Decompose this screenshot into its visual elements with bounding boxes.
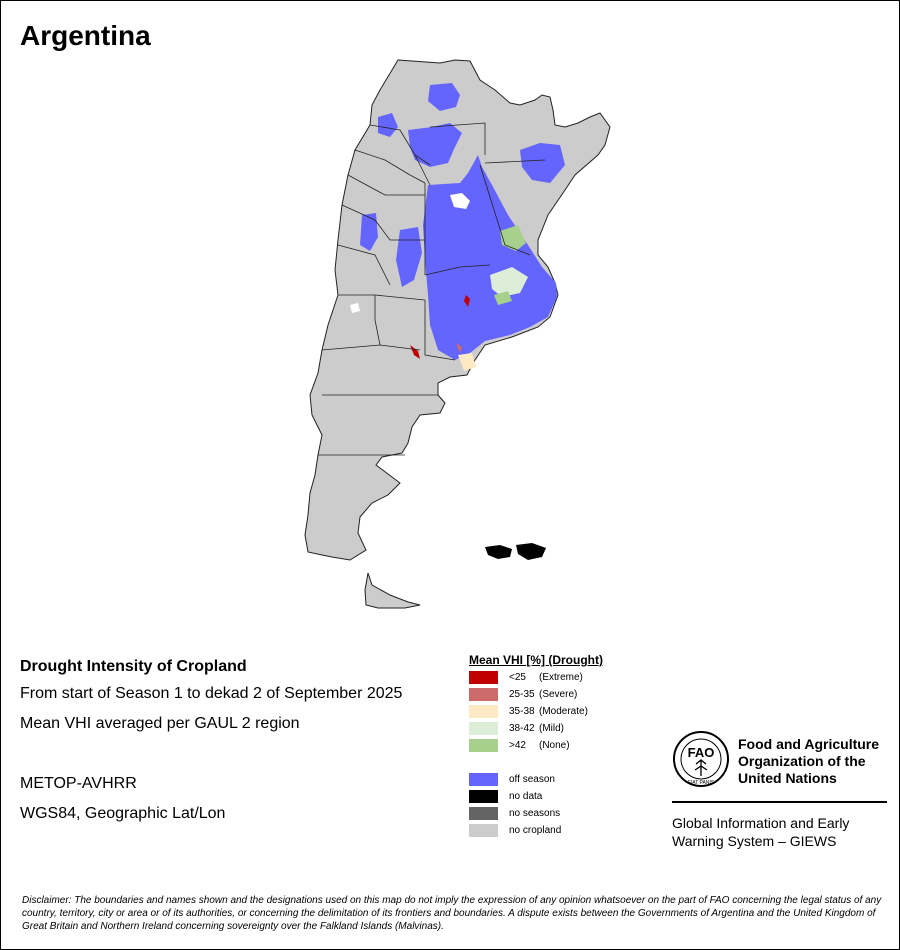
legend-swatch <box>469 790 498 803</box>
legend-swatch <box>469 807 498 820</box>
vhi-mild-none-patches <box>490 225 528 305</box>
map-legend: Mean VHI [%] (Drought) <25 (Extreme) 25-… <box>469 651 603 839</box>
legend-swatch <box>469 671 498 684</box>
info-method: Mean VHI averaged per GAUL 2 region <box>20 715 300 732</box>
legend-swatch <box>469 773 498 786</box>
vhi-extreme-patches <box>410 295 470 359</box>
info-projection: WGS84, Geographic Lat/Lon <box>20 805 226 822</box>
tierra-del-fuego <box>364 572 421 609</box>
falkland-islands <box>485 543 546 560</box>
legend-item-extreme: <25 (Extreme) <box>469 669 603 686</box>
info-period: From start of Season 1 to dekad 2 of Sep… <box>20 685 403 702</box>
info-heading: Drought Intensity of Cropland <box>20 658 247 675</box>
fao-logo-icon: FAO FIAT PANIS <box>673 731 729 787</box>
legend-item-mild: 38-42 (Mild) <box>469 720 603 737</box>
fao-divider <box>672 801 887 803</box>
legend-item-no-seasons: no seasons <box>469 805 603 822</box>
legend-swatch <box>469 824 498 837</box>
legend-swatch <box>469 722 498 735</box>
legend-item-moderate: 35-38 (Moderate) <box>469 703 603 720</box>
disclaimer: Disclaimer: The boundaries and names sho… <box>22 895 882 932</box>
vhi-moderate-patches <box>458 353 476 371</box>
giews-name: Global Information and Early Warning Sys… <box>672 815 850 849</box>
white-patches <box>350 193 470 313</box>
province-boundaries <box>318 122 546 456</box>
info-sensor: METOP-AVHRR <box>20 775 137 792</box>
legend-item-severe: 25-35 (Severe) <box>469 686 603 703</box>
legend-item-no-cropland: no cropland <box>469 822 603 839</box>
map-info: Drought Intensity of Cropland From start… <box>20 655 402 829</box>
fao-logo-text: FAO <box>688 745 715 760</box>
legend-swatch <box>469 705 498 718</box>
legend-swatch <box>469 739 498 752</box>
country-map <box>304 59 611 609</box>
legend-swatch <box>469 688 498 701</box>
map-title: Argentina <box>20 20 151 51</box>
fao-name: Food and Agriculture Organization of the… <box>738 736 880 786</box>
legend-item-no-data: no data <box>469 788 603 805</box>
legend-title: Mean VHI [%] (Drought) <box>469 653 603 667</box>
legend-item-none: >42 (None) <box>469 737 603 754</box>
fao-logo-motto: FIAT PANIS <box>688 780 715 786</box>
legend-item-off-season: off season <box>469 771 603 788</box>
